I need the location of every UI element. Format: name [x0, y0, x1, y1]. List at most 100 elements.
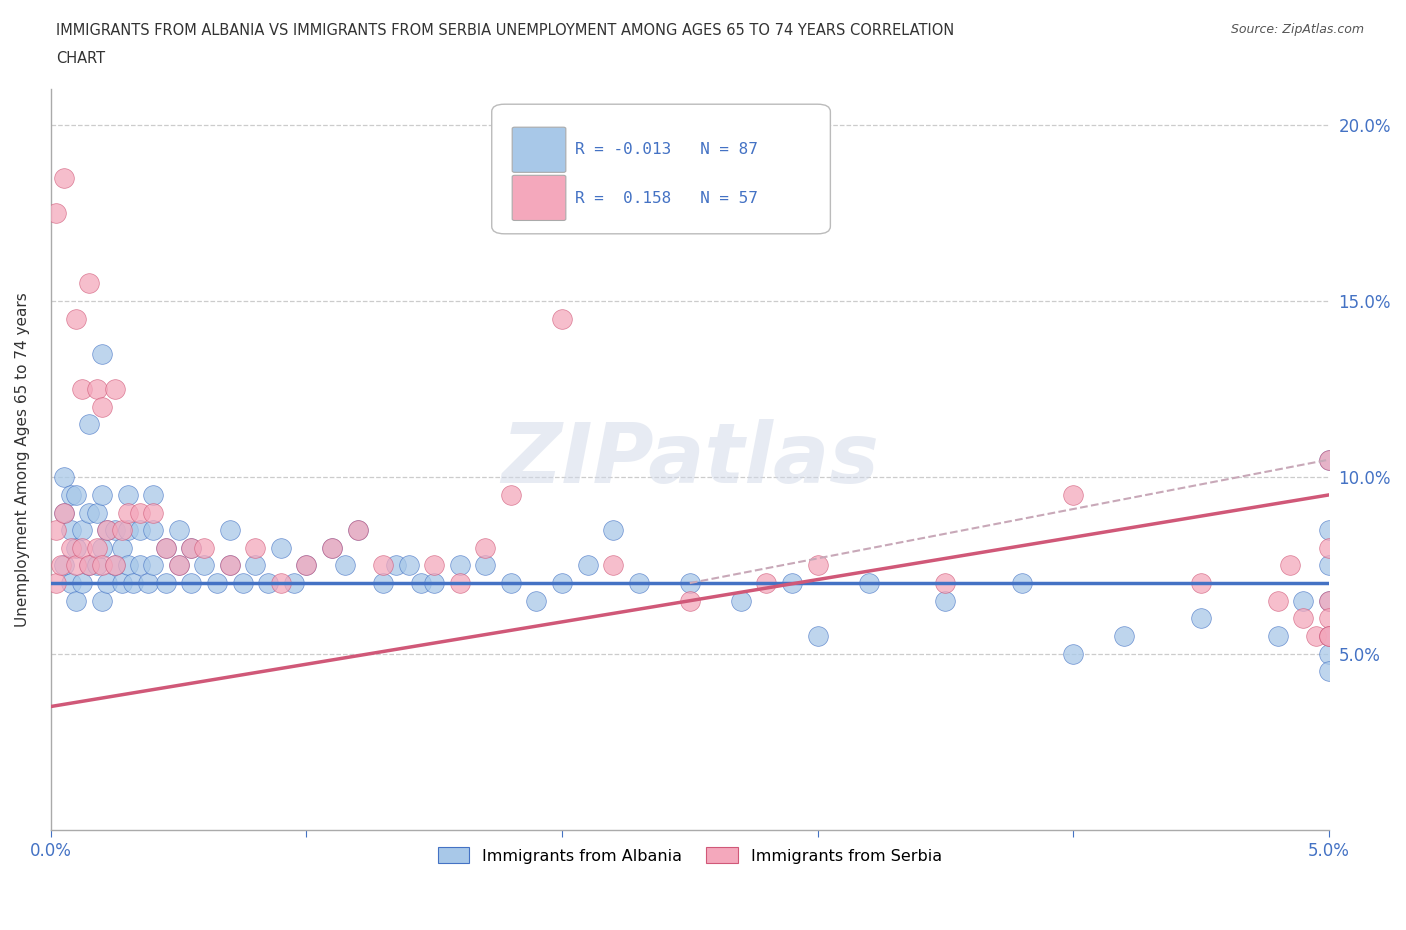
- Point: [321, 540, 343, 555]
- Point: [283, 576, 305, 591]
- Point: [321, 540, 343, 555]
- Point: [679, 593, 702, 608]
- Point: [117, 505, 139, 520]
- Point: [77, 558, 100, 573]
- Point: [270, 576, 292, 591]
- Point: [70, 523, 93, 538]
- Point: [52, 505, 75, 520]
- Point: [96, 523, 118, 538]
- Point: [385, 558, 408, 573]
- Point: [167, 523, 190, 538]
- Point: [499, 487, 522, 502]
- Point: [65, 593, 87, 608]
- Point: [142, 558, 165, 573]
- Point: [1317, 523, 1340, 538]
- Point: [70, 381, 93, 396]
- Point: [70, 576, 93, 591]
- Point: [807, 558, 830, 573]
- Point: [1317, 629, 1340, 644]
- Point: [295, 558, 318, 573]
- Point: [1317, 611, 1340, 626]
- Text: IMMIGRANTS FROM ALBANIA VS IMMIGRANTS FROM SERBIA UNEMPLOYMENT AMONG AGES 65 TO : IMMIGRANTS FROM ALBANIA VS IMMIGRANTS FR…: [56, 23, 955, 38]
- Point: [858, 576, 880, 591]
- Point: [474, 558, 496, 573]
- Point: [117, 487, 139, 502]
- Point: [52, 170, 75, 185]
- Text: CHART: CHART: [56, 51, 105, 66]
- Point: [142, 523, 165, 538]
- Point: [1317, 540, 1340, 555]
- Point: [86, 381, 108, 396]
- Point: [755, 576, 778, 591]
- Point: [142, 505, 165, 520]
- Point: [60, 540, 83, 555]
- Point: [167, 558, 190, 573]
- Point: [1267, 593, 1289, 608]
- Point: [934, 576, 956, 591]
- Point: [371, 576, 394, 591]
- Point: [111, 523, 134, 538]
- Point: [129, 523, 152, 538]
- Text: ZIPatlas: ZIPatlas: [501, 419, 879, 500]
- Point: [104, 523, 127, 538]
- Point: [86, 540, 108, 555]
- Point: [1189, 611, 1212, 626]
- Point: [1317, 452, 1340, 467]
- Point: [602, 558, 624, 573]
- FancyBboxPatch shape: [512, 175, 565, 220]
- Point: [52, 505, 75, 520]
- Point: [1267, 629, 1289, 644]
- Point: [231, 576, 253, 591]
- Point: [257, 576, 280, 591]
- Point: [627, 576, 650, 591]
- Point: [1305, 629, 1327, 644]
- Point: [1062, 646, 1084, 661]
- Point: [1317, 593, 1340, 608]
- Point: [551, 576, 574, 591]
- Point: [245, 558, 267, 573]
- Text: R = -0.013   N = 87: R = -0.013 N = 87: [575, 142, 758, 157]
- Legend: Immigrants from Albania, Immigrants from Serbia: Immigrants from Albania, Immigrants from…: [432, 841, 949, 870]
- Point: [346, 523, 368, 538]
- Point: [52, 470, 75, 485]
- Point: [1317, 664, 1340, 679]
- Point: [780, 576, 803, 591]
- Point: [49, 558, 72, 573]
- Point: [1292, 593, 1315, 608]
- Point: [193, 558, 215, 573]
- Point: [245, 540, 267, 555]
- Point: [129, 505, 152, 520]
- Point: [117, 558, 139, 573]
- Point: [180, 576, 202, 591]
- Point: [91, 593, 114, 608]
- Point: [65, 558, 87, 573]
- Point: [52, 558, 75, 573]
- Point: [218, 523, 240, 538]
- Point: [398, 558, 420, 573]
- Point: [86, 558, 108, 573]
- Point: [96, 576, 118, 591]
- Point: [1189, 576, 1212, 591]
- Point: [1011, 576, 1033, 591]
- Point: [1317, 629, 1340, 644]
- Point: [423, 576, 446, 591]
- Point: [180, 540, 202, 555]
- Point: [346, 523, 368, 538]
- Point: [205, 576, 228, 591]
- Point: [77, 276, 100, 291]
- Point: [1317, 452, 1340, 467]
- Point: [45, 576, 67, 591]
- Point: [180, 540, 202, 555]
- Point: [449, 576, 471, 591]
- Point: [474, 540, 496, 555]
- Point: [91, 347, 114, 362]
- Point: [1317, 646, 1340, 661]
- Point: [499, 576, 522, 591]
- Point: [295, 558, 318, 573]
- Point: [193, 540, 215, 555]
- Point: [45, 523, 67, 538]
- Point: [371, 558, 394, 573]
- Point: [60, 487, 83, 502]
- Point: [136, 576, 159, 591]
- Point: [1292, 611, 1315, 626]
